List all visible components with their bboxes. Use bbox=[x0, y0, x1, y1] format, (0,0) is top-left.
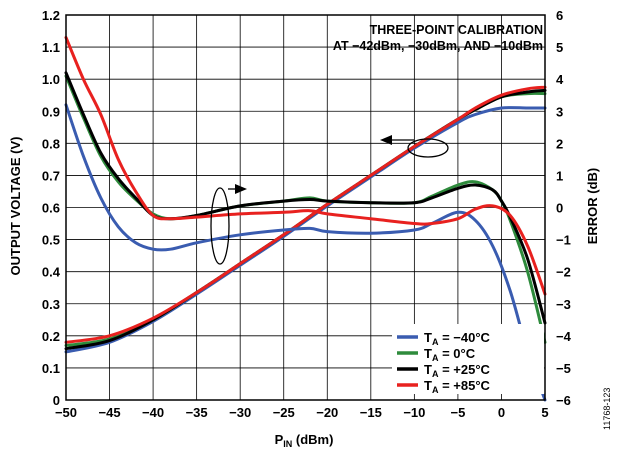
x-tick-label: −35 bbox=[186, 405, 208, 420]
legend-label: TA = +25°C bbox=[424, 362, 491, 379]
annotation-line-1: THREE-POINT CALIBRATION bbox=[370, 23, 543, 37]
left-arrow-head-icon bbox=[380, 135, 392, 145]
y2-tick-label: 1 bbox=[556, 168, 563, 183]
y-tick-label: 0.4 bbox=[42, 265, 61, 280]
y2-tick-label: 4 bbox=[556, 72, 564, 87]
x-tick-label: −15 bbox=[360, 405, 382, 420]
y2-tick-label: −2 bbox=[556, 265, 571, 280]
y2-tick-label: −3 bbox=[556, 297, 571, 312]
figure-id: 11768-123 bbox=[602, 388, 612, 430]
voltage-line-t-a-85-c bbox=[64, 85, 547, 344]
y-axis-left: 0 0.1 0.2 0.3 0.4 0.5 0.6 0.7 0.8 0.9 1.0 1.1 1.2 bbox=[42, 8, 61, 408]
x-tick-label: 0 bbox=[498, 405, 505, 420]
x-tick-label: −50 bbox=[55, 405, 77, 420]
y-tick-label: 0.6 bbox=[42, 201, 60, 216]
y2-tick-label: 3 bbox=[556, 104, 563, 119]
right-axis-ellipse bbox=[210, 187, 230, 265]
x-tick-label: −5 bbox=[450, 405, 465, 420]
y-tick-label: 0.1 bbox=[42, 361, 60, 376]
y2-tick-label: 6 bbox=[556, 8, 563, 23]
y2-tick-label: −1 bbox=[556, 233, 571, 248]
y2-tick-label: −6 bbox=[556, 393, 571, 408]
y-tick-label: 1.1 bbox=[42, 40, 60, 55]
x-tick-label: −30 bbox=[229, 405, 251, 420]
y-tick-label: 0.8 bbox=[42, 136, 60, 151]
y-tick-label: 0.5 bbox=[42, 233, 60, 248]
y-tick-label: 0.9 bbox=[42, 104, 60, 119]
y2-axis-title: ERROR (dB) bbox=[585, 168, 600, 245]
legend: TA = −40°CTA = 0°CTA = +25°CTA = +85°C bbox=[392, 324, 544, 395]
plot-frame bbox=[65, 14, 546, 401]
y-axis-right: −6 −5 −4 −3 −2 −1 0 1 2 3 4 5 6 bbox=[556, 8, 572, 408]
y2-tick-label: −4 bbox=[556, 329, 572, 344]
y-axis-title: OUTPUT VOLTAGE (V) bbox=[8, 137, 23, 276]
y-tick-label: 0.3 bbox=[42, 297, 60, 312]
error-line-t-a-40-c bbox=[64, 103, 547, 402]
x-tick-label: −40 bbox=[142, 405, 164, 420]
x-axis-title: PIN (dBm) bbox=[275, 432, 334, 449]
y-tick-label: 1.2 bbox=[42, 8, 60, 23]
x-tick-label: −25 bbox=[273, 405, 295, 420]
y-tick-label: 0.2 bbox=[42, 329, 60, 344]
left-axis-ellipse bbox=[407, 138, 449, 158]
y-tick-label: 1.0 bbox=[42, 72, 60, 87]
legend-label: TA = +85°C bbox=[424, 378, 491, 395]
error-line-t-a-25-c bbox=[64, 71, 547, 325]
y-tick-label: 0.7 bbox=[42, 168, 60, 183]
y2-tick-label: −5 bbox=[556, 361, 571, 376]
y-tick-label: 0 bbox=[53, 393, 60, 408]
x-tick-label: −20 bbox=[316, 405, 338, 420]
plot-area bbox=[64, 36, 547, 402]
x-axis: −50 −45 −40 −35 −30 −25 −20 −15 −10 −5 0 5 bbox=[55, 405, 549, 420]
left-axis-indicator bbox=[380, 135, 449, 158]
annotation-line-2: AT −42dBm, −30dBm, AND −10dBm bbox=[333, 39, 543, 53]
x-tick-label: −10 bbox=[403, 405, 425, 420]
right-arrow-head-icon bbox=[235, 184, 247, 194]
y2-tick-label: 5 bbox=[556, 40, 563, 55]
error-line-t-a-85-c bbox=[64, 36, 547, 296]
x-tick-label: 5 bbox=[541, 405, 548, 420]
legend-label: TA = −40°C bbox=[424, 330, 491, 347]
y2-tick-label: 0 bbox=[556, 201, 563, 216]
right-axis-indicator bbox=[210, 184, 247, 265]
y2-tick-label: 2 bbox=[556, 136, 563, 151]
legend-label: TA = 0°C bbox=[424, 346, 476, 363]
x-tick-label: −45 bbox=[99, 405, 121, 420]
